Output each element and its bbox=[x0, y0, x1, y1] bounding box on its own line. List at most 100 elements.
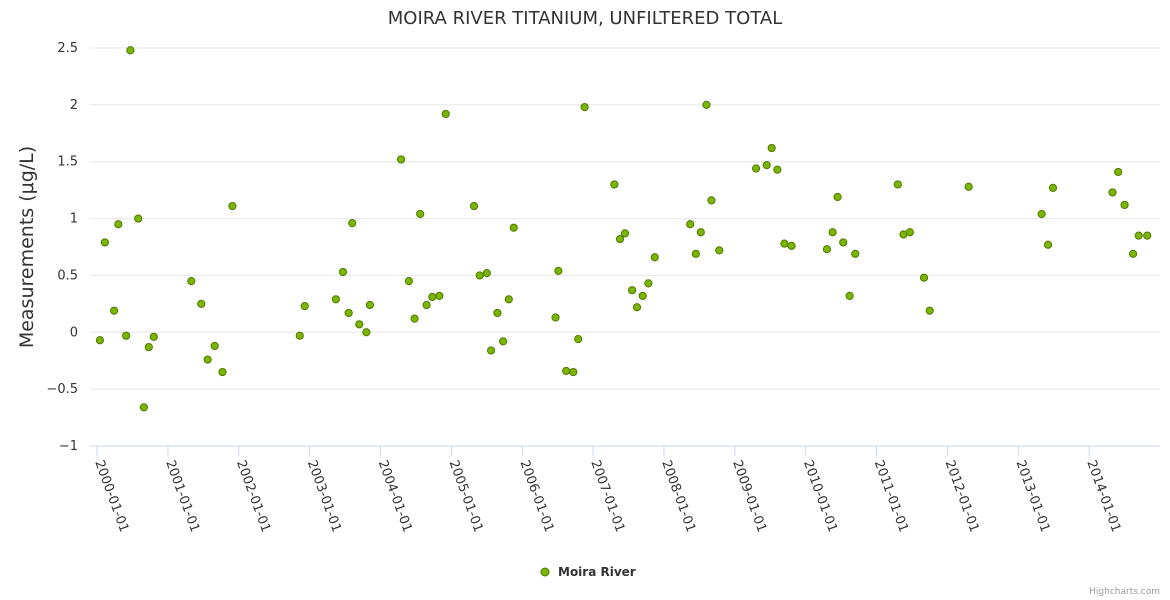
data-point[interactable] bbox=[780, 239, 789, 248]
data-point[interactable] bbox=[355, 320, 364, 329]
data-point[interactable] bbox=[1128, 249, 1138, 258]
series-moira-river[interactable] bbox=[95, 46, 1152, 412]
data-point[interactable] bbox=[707, 196, 716, 205]
data-point[interactable] bbox=[905, 228, 914, 237]
data-point[interactable] bbox=[702, 100, 711, 109]
data-point[interactable] bbox=[499, 337, 508, 346]
data-point[interactable] bbox=[751, 164, 761, 173]
data-point[interactable] bbox=[338, 267, 348, 277]
x-tick-label: 2012-01-01 bbox=[942, 458, 982, 534]
data-point[interactable] bbox=[615, 234, 625, 244]
data-point[interactable] bbox=[767, 143, 776, 153]
data-point[interactable] bbox=[828, 228, 837, 237]
data-point[interactable] bbox=[404, 277, 413, 286]
x-tick-label: 2009-01-01 bbox=[729, 458, 769, 534]
data-point[interactable] bbox=[919, 273, 929, 282]
data-point[interactable] bbox=[187, 277, 196, 286]
data-point[interactable] bbox=[295, 331, 304, 340]
data-point[interactable] bbox=[416, 209, 425, 219]
data-point[interactable] bbox=[964, 182, 973, 191]
data-point[interactable] bbox=[715, 246, 724, 255]
data-point[interactable] bbox=[833, 192, 842, 202]
data-point[interactable] bbox=[686, 220, 695, 229]
data-point[interactable] bbox=[650, 253, 659, 262]
data-point[interactable] bbox=[114, 220, 123, 229]
data-point[interactable] bbox=[1120, 200, 1129, 210]
y-axis-ticks: −1 −0.5 0 0.5 1 1.5 2 2.5 bbox=[46, 41, 78, 454]
data-point[interactable] bbox=[504, 295, 513, 304]
data-point[interactable] bbox=[365, 300, 375, 310]
data-point[interactable] bbox=[410, 314, 419, 323]
data-point[interactable] bbox=[469, 201, 479, 211]
data-point[interactable] bbox=[691, 249, 700, 258]
x-axis-ticks: 2000-01-01 2001-01-01 2002-01-01 2003-01-01… bbox=[91, 446, 1123, 534]
data-point[interactable] bbox=[482, 269, 491, 278]
data-point[interactable] bbox=[839, 238, 848, 247]
legend[interactable]: Moira River bbox=[540, 565, 636, 579]
data-point[interactable] bbox=[574, 335, 583, 344]
data-point[interactable] bbox=[851, 249, 860, 258]
data-point[interactable] bbox=[1134, 231, 1143, 240]
data-point[interactable] bbox=[493, 308, 502, 318]
data-point[interactable] bbox=[787, 241, 796, 250]
data-point[interactable] bbox=[638, 291, 647, 300]
data-point[interactable] bbox=[569, 367, 578, 377]
x-tick-label: 2014-01-01 bbox=[1083, 458, 1123, 534]
data-point[interactable] bbox=[300, 302, 309, 311]
data-point[interactable] bbox=[1114, 167, 1123, 177]
data-point[interactable] bbox=[822, 245, 832, 254]
credits-link[interactable]: Highcharts.com bbox=[1089, 587, 1160, 597]
data-point[interactable] bbox=[100, 238, 109, 247]
data-point[interactable] bbox=[893, 180, 902, 189]
data-point[interactable] bbox=[696, 228, 705, 237]
data-point[interactable] bbox=[762, 161, 771, 170]
data-point[interactable] bbox=[1048, 183, 1058, 192]
data-point[interactable] bbox=[580, 103, 589, 112]
data-point[interactable] bbox=[331, 295, 340, 304]
data-point[interactable] bbox=[126, 46, 135, 55]
data-point[interactable] bbox=[1043, 240, 1053, 249]
legend-marker[interactable] bbox=[540, 567, 550, 577]
data-point[interactable] bbox=[348, 219, 357, 228]
data-point[interactable] bbox=[109, 306, 119, 315]
data-point[interactable] bbox=[396, 155, 406, 164]
y-tick-label: 0 bbox=[70, 325, 78, 340]
data-point[interactable] bbox=[149, 332, 158, 341]
data-point[interactable] bbox=[95, 336, 105, 345]
data-point[interactable] bbox=[509, 223, 518, 232]
data-point[interactable] bbox=[551, 313, 560, 322]
data-point[interactable] bbox=[435, 291, 444, 300]
x-tick-label: 2001-01-01 bbox=[162, 458, 202, 534]
data-point[interactable] bbox=[218, 367, 227, 377]
data-point[interactable] bbox=[441, 109, 450, 119]
x-tick-label: 2005-01-01 bbox=[446, 458, 486, 534]
data-point[interactable] bbox=[122, 331, 131, 340]
data-point[interactable] bbox=[1143, 231, 1152, 240]
data-point[interactable] bbox=[144, 342, 153, 352]
data-point[interactable] bbox=[925, 306, 934, 315]
data-point[interactable] bbox=[344, 308, 353, 318]
data-point[interactable] bbox=[1108, 188, 1117, 197]
data-point[interactable] bbox=[362, 328, 371, 337]
data-point[interactable] bbox=[632, 303, 642, 312]
data-point[interactable] bbox=[203, 355, 212, 364]
data-point[interactable] bbox=[845, 291, 854, 300]
data-point[interactable] bbox=[134, 214, 143, 223]
data-point[interactable] bbox=[627, 286, 637, 295]
data-point[interactable] bbox=[139, 403, 148, 412]
data-point[interactable] bbox=[620, 229, 630, 238]
legend-label[interactable]: Moira River bbox=[558, 565, 636, 579]
data-point[interactable] bbox=[486, 346, 496, 355]
data-point[interactable] bbox=[228, 201, 237, 211]
data-point[interactable] bbox=[644, 279, 653, 288]
data-point[interactable] bbox=[1037, 209, 1046, 219]
data-point[interactable] bbox=[562, 366, 571, 376]
data-point[interactable] bbox=[610, 180, 619, 189]
data-point[interactable] bbox=[197, 299, 206, 308]
data-point[interactable] bbox=[475, 271, 484, 280]
data-point[interactable] bbox=[773, 165, 782, 174]
data-point[interactable] bbox=[210, 341, 219, 351]
data-point[interactable] bbox=[428, 292, 437, 302]
data-point[interactable] bbox=[554, 266, 563, 275]
data-point[interactable] bbox=[422, 300, 431, 310]
